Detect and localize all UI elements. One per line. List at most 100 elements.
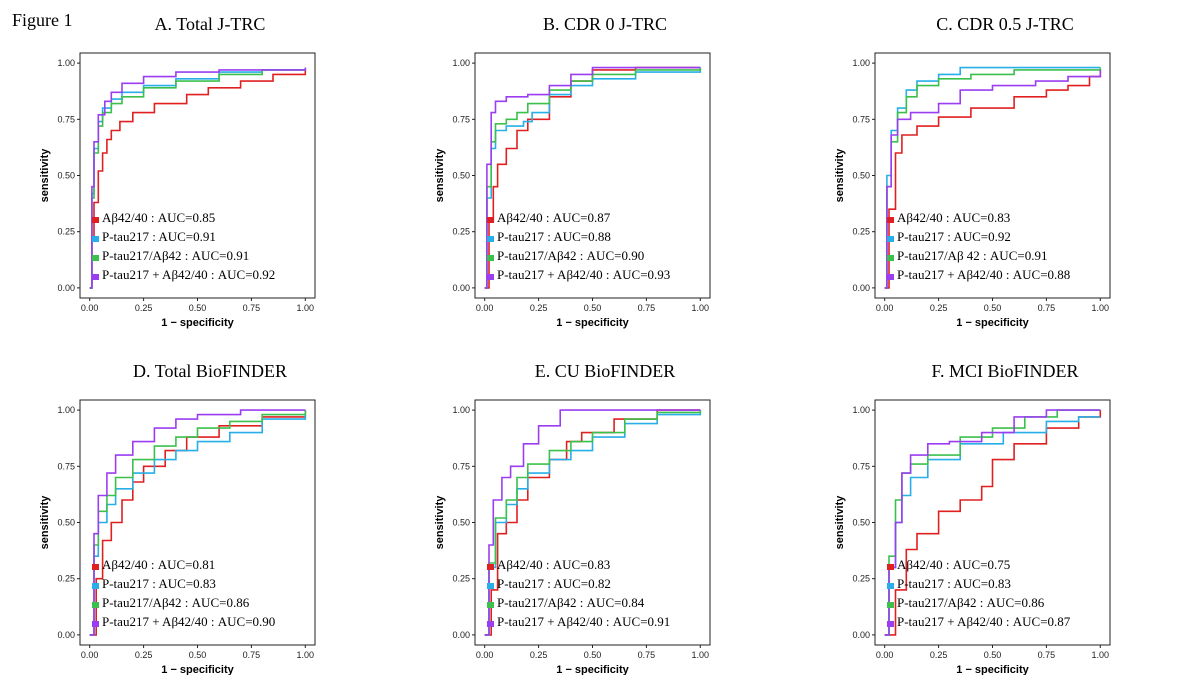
- x-tick-label: 1.00: [692, 650, 710, 660]
- y-tick-label: 0.75: [452, 114, 470, 124]
- y-tick-label: 0.50: [852, 518, 870, 528]
- roc-curve-combo: [89, 409, 306, 636]
- x-tick-label: 0.25: [135, 303, 153, 313]
- x-tick-label: 0.75: [638, 303, 656, 313]
- legend-entry: P-tau217 + Aβ42/40 : AUC=0.87: [897, 614, 1071, 629]
- legend-key-ratio: [887, 602, 894, 608]
- legend-entry: Aβ42/40 : AUC=0.75: [897, 557, 1010, 572]
- legend-entry: P-tau217/Aβ42 : AUC=0.86: [102, 595, 250, 610]
- roc-curve-abeta: [89, 410, 307, 636]
- x-tick-label: 0.75: [1038, 650, 1056, 660]
- legend-key-abeta: [887, 217, 894, 223]
- roc-curve-ratio: [484, 410, 702, 636]
- x-tick-label: 0.50: [584, 303, 602, 313]
- legend-key-ratio: [487, 602, 494, 608]
- legend-key-combo: [487, 621, 494, 627]
- y-tick-label: 0.00: [57, 630, 75, 640]
- legend-entry: P-tau217 : AUC=0.83: [897, 576, 1011, 591]
- y-tick-label: 1.00: [852, 58, 870, 68]
- legend-key-combo: [92, 621, 99, 627]
- roc-chart: 0.00 0.25 0.50 0.75 1.00 0.00 0.25 0.50 0.75 1.00…: [434, 52, 711, 329]
- y-tick-label: 1.00: [57, 405, 75, 415]
- legend-entry: P-tau217 + Aβ42/40 : AUC=0.90: [102, 614, 275, 629]
- legend-key-ptau: [92, 236, 99, 242]
- x-tick-label: 0.00: [876, 303, 894, 313]
- legend-key-ratio: [487, 255, 494, 261]
- y-tick-label: 0.75: [852, 114, 870, 124]
- legend-entry: P-tau217 : AUC=0.91: [102, 229, 216, 244]
- roc-curve-ptau: [884, 66, 1101, 289]
- x-tick-label: 1.00: [297, 303, 315, 313]
- legend-entry: P-tau217 + Aβ42/40 : AUC=0.88: [897, 267, 1070, 282]
- legend-entry: P-tau217/Aβ42 : AUC=0.86: [897, 595, 1045, 610]
- x-axis-label: 1 − specificity: [556, 664, 629, 675]
- x-tick-label: 0.25: [530, 650, 548, 660]
- roc-chart: 0.00 0.25 0.50 0.75 1.00 0.00 0.25 0.50 0.75 1.00…: [434, 399, 711, 675]
- y-tick-label: 0.00: [852, 283, 870, 293]
- roc-curve-combo: [89, 67, 307, 289]
- roc-panel: B. CDR 0 J-TRC 0.00 0.25 0.50 0.75 1.00 0.00 0.…: [434, 8, 755, 329]
- y-tick-label: 0.25: [852, 574, 870, 584]
- y-tick-label: 0.50: [452, 518, 470, 528]
- x-tick-label: 0.75: [638, 650, 656, 660]
- x-axis-label: 1 − specificity: [956, 664, 1029, 675]
- x-tick-label: 0.00: [81, 303, 99, 313]
- y-tick-label: 0.75: [57, 461, 75, 471]
- roc-curve-abeta: [89, 69, 307, 289]
- legend-entry: P-tau217 + Aβ42/40 : AUC=0.93: [497, 267, 670, 282]
- y-tick-label: 0.75: [452, 461, 470, 471]
- y-axis-label: sensitivity: [834, 495, 846, 550]
- roc-panel: A. Total J-TRC 0.00 0.25 0.50 0.75 1.00 0.00 0.…: [39, 8, 360, 329]
- y-axis-label: sensitivity: [39, 495, 51, 550]
- legend-key-combo: [887, 274, 894, 280]
- legend-key-combo: [887, 621, 894, 627]
- legend-key-ptau: [487, 236, 494, 242]
- legend-key-ptau: [92, 583, 99, 589]
- legend-key-combo: [92, 274, 99, 280]
- y-axis-label: sensitivity: [434, 495, 446, 550]
- y-tick-label: 0.25: [452, 574, 470, 584]
- legend-entry: Aβ42/40 : AUC=0.87: [497, 210, 611, 225]
- legend-key-abeta: [92, 217, 99, 223]
- legend-entry: Aβ42/40 : AUC=0.85: [102, 210, 215, 225]
- legend-entry: P-tau217/Aβ42 : AUC=0.90: [497, 248, 644, 263]
- x-axis-label: 1 − specificity: [161, 664, 234, 675]
- x-tick-label: 0.25: [135, 650, 153, 660]
- legend-key-ratio: [92, 255, 99, 261]
- roc-panel: F. MCI BioFINDER 0.00 0.25 0.50 0.75 1.00 0.00…: [834, 355, 1155, 675]
- x-tick-label: 0.25: [930, 650, 948, 660]
- legend-key-combo: [487, 274, 494, 280]
- x-tick-label: 0.50: [584, 650, 602, 660]
- y-tick-label: 0.50: [452, 171, 470, 181]
- panel-title: E. CU BioFINDER: [534, 361, 676, 381]
- y-tick-label: 0.75: [57, 114, 75, 124]
- legend-entry: P-tau217 : AUC=0.83: [102, 576, 216, 591]
- y-tick-label: 0.25: [57, 227, 75, 237]
- x-tick-label: 0.50: [189, 303, 207, 313]
- roc-curve-combo: [484, 66, 701, 289]
- panel-title: F. MCI BioFINDER: [931, 361, 1079, 381]
- x-tick-label: 0.00: [81, 650, 99, 660]
- legend-entry: P-tau217 + Aβ42/40 : AUC=0.92: [102, 267, 275, 282]
- x-tick-label: 0.75: [1038, 303, 1056, 313]
- roc-curve-abeta: [884, 69, 1102, 289]
- x-tick-label: 0.25: [930, 303, 948, 313]
- roc-chart: 0.00 0.25 0.50 0.75 1.00 0.00 0.25 0.50 0.75 1.00…: [39, 399, 316, 675]
- y-tick-label: 0.00: [452, 630, 470, 640]
- legend-entry: P-tau217 : AUC=0.92: [897, 229, 1011, 244]
- x-tick-label: 1.00: [1092, 650, 1110, 660]
- x-tick-label: 0.25: [530, 303, 548, 313]
- panel-title: B. CDR 0 J-TRC: [542, 14, 668, 34]
- legend-key-abeta: [487, 217, 494, 223]
- roc-curve-combo: [484, 409, 701, 636]
- legend-key-ratio: [92, 602, 99, 608]
- roc-chart: 0.00 0.25 0.50 0.75 1.00 0.00 0.25 0.50 0.75 1.00…: [834, 399, 1111, 675]
- legend-entry: P-tau217 : AUC=0.82: [497, 576, 611, 591]
- legend-key-abeta: [487, 564, 494, 570]
- panel-title: D. Total BioFINDER: [133, 361, 287, 381]
- y-tick-label: 0.00: [852, 630, 870, 640]
- y-axis-label: sensitivity: [434, 148, 446, 203]
- y-tick-label: 1.00: [452, 58, 470, 68]
- roc-curve-abeta: [484, 409, 701, 636]
- x-axis-label: 1 − specificity: [556, 317, 629, 329]
